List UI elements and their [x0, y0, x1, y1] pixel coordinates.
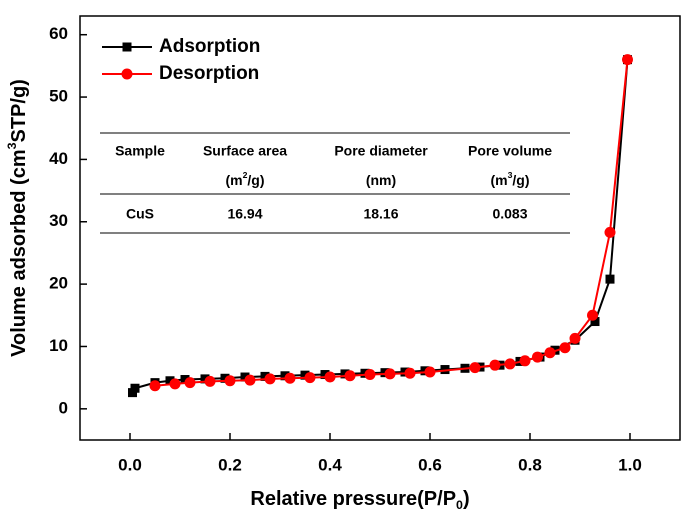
table-cell: 16.94 [227, 206, 262, 222]
data-point [384, 368, 396, 380]
data-point [240, 372, 250, 382]
y-tick-label: 10 [49, 336, 68, 355]
data-point [544, 347, 556, 359]
x-axis-label: Relative pressure(P/P0) [250, 488, 469, 512]
data-point [344, 370, 356, 382]
data-point [220, 373, 230, 383]
data-point [324, 371, 336, 383]
legend-label: Desorption [159, 63, 259, 84]
table-cell: CuS [126, 206, 154, 222]
data-point [440, 365, 450, 375]
y-axis-label-part: 3 [5, 142, 19, 149]
y-axis-label-part: STP/g) [8, 79, 30, 142]
data-point [504, 358, 516, 370]
y-tick-label: 60 [49, 24, 68, 43]
x-tick-label: 0.6 [418, 455, 442, 474]
x-axis-label-part: Relative pressure(P/P [250, 488, 456, 510]
table-cell: 18.16 [363, 206, 398, 222]
data-point [304, 372, 316, 384]
table-unit-part: /g) [512, 172, 529, 188]
data-point [424, 366, 436, 378]
data-point [130, 383, 140, 393]
y-axis-label-part: Volume adsorbed (cm [8, 149, 30, 356]
data-point [149, 380, 161, 392]
data-point [180, 375, 190, 385]
legend-label: Adsorption [159, 36, 260, 57]
table-unit: (m3/g) [490, 170, 529, 187]
table-header: Pore diameter [334, 143, 428, 159]
data-point [622, 54, 633, 66]
x-tick-label: 0.0 [118, 455, 142, 474]
data-point [184, 377, 196, 389]
data-point [489, 359, 501, 371]
x-tick-label: 1.0 [618, 455, 642, 474]
data-point [284, 372, 296, 384]
data-point [264, 373, 276, 385]
legend-marker [122, 42, 132, 52]
y-tick-label: 0 [59, 398, 68, 417]
data-point [364, 369, 376, 381]
data-point [605, 274, 615, 284]
plot-frame [79, 15, 681, 441]
data-point [244, 374, 256, 386]
table-unit-part: (nm) [366, 172, 396, 188]
data-point [404, 367, 416, 379]
y-tick-label: 50 [49, 87, 68, 106]
data-point [569, 332, 581, 344]
y-tick-label: 30 [49, 211, 68, 230]
data-point [532, 351, 543, 363]
data-point [604, 226, 616, 238]
table-unit-part: 3 [508, 170, 513, 180]
x-axis-label-part: ) [463, 488, 470, 510]
data-point [587, 309, 598, 321]
data-point [519, 355, 531, 367]
x-tick-label: 0.8 [518, 455, 542, 474]
data-point [200, 374, 210, 384]
series-line [154, 59, 629, 387]
x-tick-label: 0.2 [218, 455, 242, 474]
y-axis-label: Volume adsorbed (cm3STP/g) [5, 79, 30, 357]
table-unit-part: (m [225, 172, 242, 188]
series-line [131, 59, 629, 394]
data-point [559, 342, 571, 354]
table-unit-part: 2 [243, 170, 248, 180]
data-point [280, 371, 290, 381]
data-point [224, 375, 236, 387]
x-tick-label: 0.4 [318, 455, 342, 474]
data-point [590, 317, 600, 327]
table-unit: (nm) [366, 172, 396, 188]
table-header: Surface area [203, 143, 287, 159]
data-point [169, 378, 181, 390]
data-point [300, 370, 310, 380]
table-unit-part: (m [490, 172, 507, 188]
table-unit-part: /g) [247, 172, 264, 188]
legend-marker [121, 68, 133, 80]
x-axis-label-part: 0 [456, 498, 463, 512]
data-point [165, 376, 175, 386]
table-cell: 0.083 [492, 206, 527, 222]
table-header: Pore volume [468, 143, 552, 159]
y-tick-label: 20 [49, 274, 68, 293]
data-point [260, 371, 270, 381]
data-point [320, 370, 330, 380]
table-header: Sample [115, 143, 165, 159]
data-point [204, 375, 216, 387]
table-unit: (m2/g) [225, 170, 264, 187]
y-tick-label: 40 [49, 149, 68, 168]
data-point [469, 362, 481, 374]
